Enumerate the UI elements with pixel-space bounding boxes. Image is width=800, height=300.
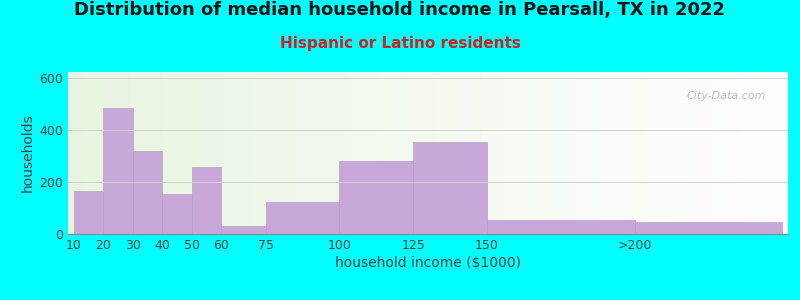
Bar xyxy=(74,191,103,234)
Bar xyxy=(133,151,162,234)
Bar xyxy=(192,167,222,234)
Bar xyxy=(487,220,634,234)
Bar xyxy=(103,108,133,234)
Bar xyxy=(222,226,266,234)
Bar xyxy=(266,202,339,234)
Bar xyxy=(414,142,487,234)
Bar xyxy=(634,222,782,234)
Bar xyxy=(339,161,414,234)
Text: Hispanic or Latino residents: Hispanic or Latino residents xyxy=(279,36,521,51)
Bar xyxy=(162,194,192,234)
Text: Distribution of median household income in Pearsall, TX in 2022: Distribution of median household income … xyxy=(74,2,726,20)
Text: City-Data.com: City-Data.com xyxy=(687,92,766,101)
Y-axis label: households: households xyxy=(21,114,35,192)
X-axis label: household income ($1000): household income ($1000) xyxy=(335,256,521,270)
